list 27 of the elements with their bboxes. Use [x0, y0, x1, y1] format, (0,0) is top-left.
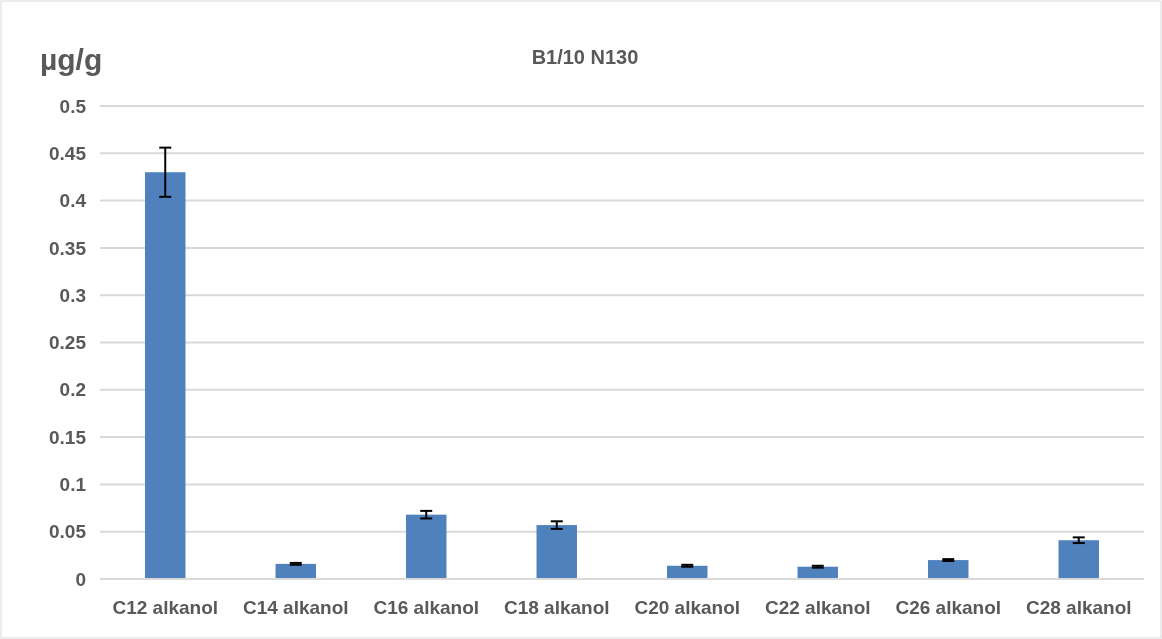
- bar: [536, 525, 577, 579]
- x-tick-label: C28 alkanol: [1025, 597, 1132, 618]
- y-tick-label: 0.5: [59, 95, 87, 117]
- y-tick-label: 0.45: [49, 142, 87, 164]
- bar: [145, 172, 186, 579]
- y-tick-label: 0.15: [49, 426, 87, 448]
- y-tick-label: 0.35: [49, 237, 87, 259]
- x-tick-label: C26 alkanol: [895, 597, 1002, 618]
- x-tick-label: C16 alkanol: [373, 597, 480, 618]
- x-tick-label: C14 alkanol: [242, 597, 349, 618]
- chart-title: B1/10 N130: [531, 46, 639, 68]
- y-tick-label: 0.25: [49, 332, 87, 354]
- bar: [275, 563, 316, 579]
- x-tick-label: C22 alkanol: [764, 597, 871, 618]
- bar: [406, 514, 447, 579]
- x-tick-label: C18 alkanol: [503, 597, 610, 618]
- bar: [1058, 540, 1099, 579]
- y-tick-label: 0.3: [59, 284, 86, 306]
- y-tick-label: 0: [75, 568, 86, 590]
- y-tick-label: 0.1: [59, 474, 87, 496]
- y-tick-label: 0.2: [59, 379, 86, 401]
- y-tick-label: 0.4: [59, 190, 87, 212]
- x-tick-label: C12 alkanol: [112, 597, 219, 618]
- x-tick-label: C20 alkanol: [634, 597, 741, 618]
- y-tick-label: 0.05: [49, 521, 87, 543]
- y-axis-title: µg/g: [40, 43, 103, 76]
- bar: [928, 560, 969, 579]
